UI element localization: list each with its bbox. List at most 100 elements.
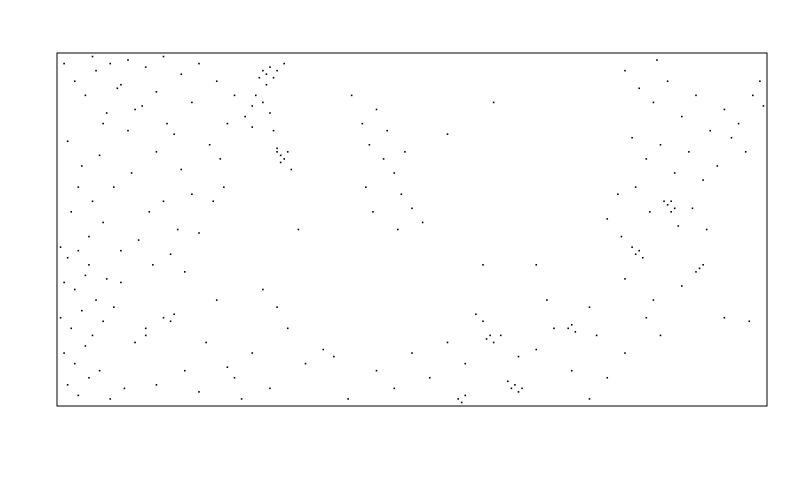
point xyxy=(535,264,538,266)
point xyxy=(752,94,754,97)
point xyxy=(155,91,158,93)
point xyxy=(95,299,97,301)
point xyxy=(404,151,406,153)
point xyxy=(283,62,285,65)
point xyxy=(191,101,193,104)
point xyxy=(258,76,261,79)
point xyxy=(620,235,623,238)
point xyxy=(81,165,83,167)
point xyxy=(155,384,158,386)
point xyxy=(63,281,65,284)
point xyxy=(269,112,271,114)
point xyxy=(286,151,289,153)
point xyxy=(169,253,172,256)
point xyxy=(184,271,186,273)
point xyxy=(595,334,598,337)
point xyxy=(634,186,637,188)
point xyxy=(59,316,62,319)
point xyxy=(198,391,200,393)
point xyxy=(166,122,168,125)
point xyxy=(514,384,516,386)
point xyxy=(375,369,378,372)
point xyxy=(762,105,765,107)
point xyxy=(492,341,495,344)
point xyxy=(276,151,278,153)
point xyxy=(705,228,708,231)
point xyxy=(272,76,275,79)
point xyxy=(63,352,65,354)
point xyxy=(638,87,640,90)
point xyxy=(66,140,69,143)
point xyxy=(656,59,658,61)
point xyxy=(102,320,104,323)
point xyxy=(109,62,112,65)
point xyxy=(333,355,335,358)
point xyxy=(428,376,431,379)
point xyxy=(546,299,548,301)
point xyxy=(84,345,87,347)
point xyxy=(411,207,413,210)
point xyxy=(173,133,175,135)
point xyxy=(677,225,680,227)
point xyxy=(88,235,90,238)
point xyxy=(624,69,626,72)
point xyxy=(702,179,704,181)
point xyxy=(162,200,165,203)
point xyxy=(350,94,353,97)
point xyxy=(198,232,200,234)
point xyxy=(109,398,112,400)
point xyxy=(723,108,726,111)
point xyxy=(212,200,214,203)
point xyxy=(464,394,467,397)
point xyxy=(98,154,101,157)
point xyxy=(279,154,282,157)
point xyxy=(262,69,264,72)
point xyxy=(251,105,254,107)
point xyxy=(88,264,90,266)
point xyxy=(81,309,83,312)
point xyxy=(482,320,484,323)
point xyxy=(77,394,80,397)
point xyxy=(457,398,459,400)
point xyxy=(517,355,520,358)
point xyxy=(102,122,104,125)
point xyxy=(570,369,573,372)
point xyxy=(606,376,609,379)
point xyxy=(134,341,136,344)
point xyxy=(748,320,751,323)
point xyxy=(98,369,101,372)
plot-frame xyxy=(56,52,768,407)
point xyxy=(180,168,183,171)
point xyxy=(169,320,172,323)
point xyxy=(162,55,165,58)
point xyxy=(347,398,349,400)
point xyxy=(134,108,136,111)
point xyxy=(265,83,268,86)
point xyxy=(517,391,520,393)
point xyxy=(262,101,264,104)
point xyxy=(105,112,108,114)
point xyxy=(73,288,76,291)
point xyxy=(116,87,119,90)
point xyxy=(673,172,676,174)
point xyxy=(176,228,179,231)
point xyxy=(208,143,211,146)
point xyxy=(681,115,683,118)
point xyxy=(59,246,62,248)
point xyxy=(645,158,648,160)
point xyxy=(698,267,701,270)
point xyxy=(255,94,257,97)
point xyxy=(631,246,633,248)
point xyxy=(624,352,626,354)
point xyxy=(695,271,697,273)
point xyxy=(88,376,90,379)
point xyxy=(553,327,555,330)
point xyxy=(102,221,104,224)
point xyxy=(66,384,69,386)
point xyxy=(84,94,87,97)
point xyxy=(535,348,538,351)
point xyxy=(361,122,364,125)
point xyxy=(297,228,300,231)
point xyxy=(269,387,271,390)
point xyxy=(372,211,374,213)
